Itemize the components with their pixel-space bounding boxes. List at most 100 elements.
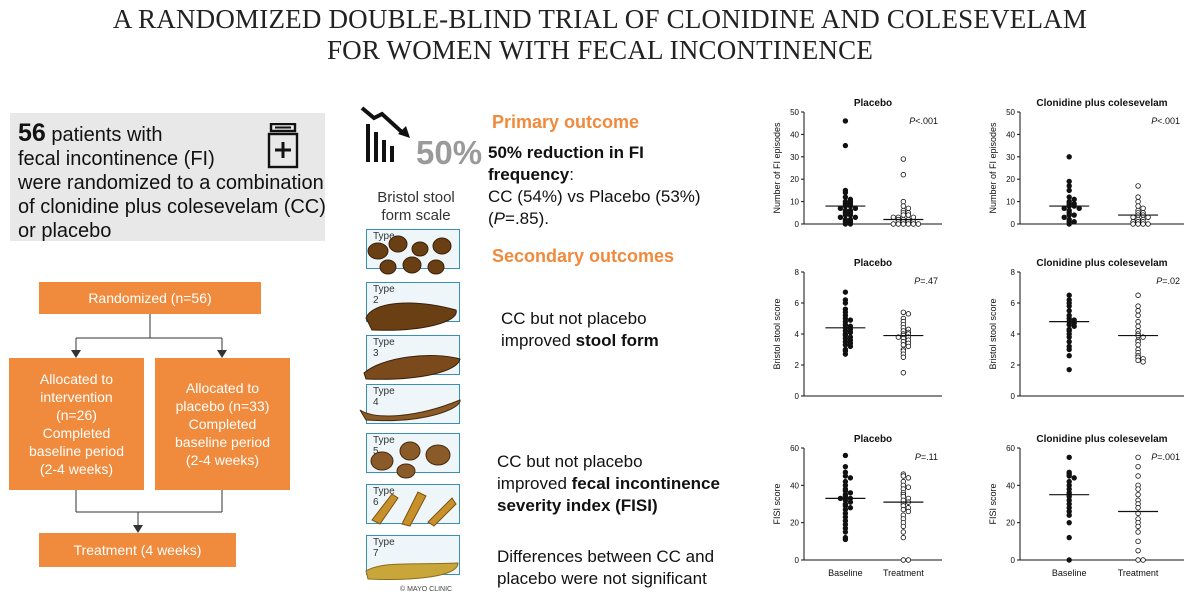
- primary-p-label: P: [493, 209, 506, 228]
- chart-fi-placebo: Placebo P<.001 0 10 20 30 40 50 Number of FI epi…: [752, 96, 957, 238]
- secondary-fisi-line-3: severity index (FISI): [497, 496, 658, 515]
- p-value-symbol: P: [909, 116, 915, 126]
- y-axis-label: Number of FI episodes: [988, 122, 998, 214]
- data-point: [842, 452, 849, 459]
- data-point: [900, 203, 907, 209]
- summary-line-3: were randomized to a combination: [18, 172, 324, 194]
- x-tick-label: Baseline: [1052, 568, 1087, 578]
- data-point: [852, 205, 859, 212]
- chart-title: Placebo: [854, 434, 892, 445]
- data-point: [847, 329, 854, 336]
- y-axis-label: FISI score: [988, 483, 998, 524]
- chart-bristol-placebo-svg: Placebo P=.47 0 2 4 6 8 Bristol stool score: [772, 258, 942, 401]
- bristol-title-line-1: Bristol stool: [377, 189, 455, 206]
- stool-type-4-illustration: [359, 399, 461, 422]
- summary-box: 56 patients with fecal incontinence (FI)…: [10, 113, 328, 243]
- data-point: [890, 221, 897, 227]
- data-point: [1066, 212, 1072, 218]
- primary-bold-line-1: 50% reduction in FI: [488, 143, 644, 162]
- data-point: [1135, 203, 1141, 209]
- flow-intervention: Allocated to intervention (n=26) Complet…: [9, 358, 144, 490]
- data-point: [1135, 303, 1141, 309]
- p-value-symbol: P: [914, 276, 920, 286]
- stool-type-1-illustration: [367, 235, 452, 275]
- chart-bristol-placebo: Placebo P=.47 0 2 4 6 8 Bristol stool score: [752, 256, 957, 406]
- data-point: [1066, 321, 1072, 328]
- chart-fisi-cc-svg: Clonidine plus colesevelam P=.001 0 20 40 60 F…: [988, 434, 1184, 578]
- y-tick-label: 6: [1011, 299, 1016, 308]
- flow-intervention-line: (2-4 weeks): [39, 461, 114, 477]
- data-point: [900, 370, 907, 376]
- y-tick-label: 20: [1006, 519, 1015, 528]
- data-point: [900, 221, 907, 227]
- data-point: [900, 473, 907, 479]
- data-point: [1066, 154, 1072, 160]
- data-point: [910, 214, 917, 220]
- summary-line-1: patients with: [51, 124, 163, 146]
- chart-title: Clonidine plus colesevelam: [1036, 434, 1167, 445]
- data-point: [900, 309, 907, 315]
- data-point: [847, 317, 854, 323]
- primary-colon: :: [569, 165, 574, 184]
- chart-title: Clonidine plus colesevelam: [1036, 258, 1167, 269]
- chart-fisi-placebo: Placebo P=.11 0 20 40 60 FISI score Baseline Tre…: [752, 432, 957, 590]
- stool-type-label: Type 2: [373, 284, 395, 306]
- p-value-label: P=.02: [1156, 276, 1180, 286]
- y-axis-label: Number of FI episodes: [772, 122, 782, 214]
- y-tick-label: 8: [795, 268, 800, 277]
- y-tick-label: 0: [1011, 392, 1016, 401]
- summary-text: 56 patients with fecal incontinence (FI)…: [18, 121, 328, 243]
- secondary-diff-line-2: placebo were not significant: [497, 569, 707, 588]
- secondary-fisi-line-2a: improved: [497, 474, 572, 493]
- chart-bristol-cc: Clonidine plus colesevelam P=.02 0 2 4 6 8 Bris…: [970, 256, 1196, 406]
- p-value-number: <.001: [915, 116, 938, 126]
- chart-fi-cc: Clonidine plus colesevelam P<.001 0 10 20 30 4…: [970, 96, 1196, 238]
- data-point: [847, 343, 854, 350]
- y-tick-label: 10: [790, 198, 799, 207]
- flow-intervention-line: intervention: [40, 389, 113, 405]
- data-point: [1130, 221, 1136, 227]
- data-point: [1071, 475, 1077, 481]
- pill-bottle-icon: [267, 123, 299, 169]
- secondary-diff-text: Differences between CC and placebo were …: [497, 546, 737, 590]
- flow-intervention-line: baseline period: [29, 443, 124, 459]
- p-value-symbol: P: [1151, 116, 1157, 126]
- data-point: [900, 156, 907, 162]
- data-point: [1066, 194, 1072, 200]
- y-tick-label: 4: [1011, 330, 1016, 339]
- data-point: [1145, 214, 1151, 220]
- x-tick-label: Treatment: [1118, 568, 1159, 578]
- y-axis-label: Bristol stool score: [988, 298, 998, 369]
- y-tick-label: 6: [795, 299, 800, 308]
- title-line-1: A RANDOMIZED DOUBLE-BLIND TRIAL OF CLONI…: [112, 4, 1088, 34]
- stool-type-label: Type 6: [373, 486, 395, 508]
- data-point: [1066, 346, 1072, 353]
- data-point: [905, 205, 912, 212]
- y-tick-label: 2: [795, 361, 800, 370]
- secondary-stool-line-2a: improved: [501, 331, 576, 350]
- fifty-percent-label: 50%: [416, 134, 482, 170]
- data-point: [1130, 214, 1136, 220]
- data-point: [905, 221, 912, 227]
- summary-line-4: of clonidine plus colesevelam (CC): [18, 196, 326, 218]
- data-point: [847, 499, 854, 505]
- data-point: [1066, 178, 1072, 185]
- data-point: [852, 214, 859, 220]
- primary-bold-line-2: frequency: [488, 165, 570, 184]
- flow-placebo-line: Allocated to: [185, 380, 260, 396]
- chart-title: Placebo: [854, 258, 892, 269]
- secondary-diff-line-1: Differences between CC and: [497, 547, 715, 566]
- data-point: [842, 289, 849, 295]
- flow-intervention-line: Allocated to: [39, 371, 114, 387]
- x-tick-label: Baseline: [828, 568, 863, 578]
- y-axis-label: Bristol stool score: [772, 298, 782, 369]
- p-value-symbol: P: [915, 452, 921, 462]
- data-point: [847, 212, 854, 218]
- y-tick-label: 4: [795, 330, 800, 339]
- data-point: [1135, 505, 1141, 511]
- data-point: [842, 463, 849, 470]
- p-value-number: =.02: [1162, 276, 1180, 286]
- data-point: [837, 214, 844, 220]
- data-point: [905, 508, 912, 515]
- x-tick-label: Treatment: [883, 568, 924, 578]
